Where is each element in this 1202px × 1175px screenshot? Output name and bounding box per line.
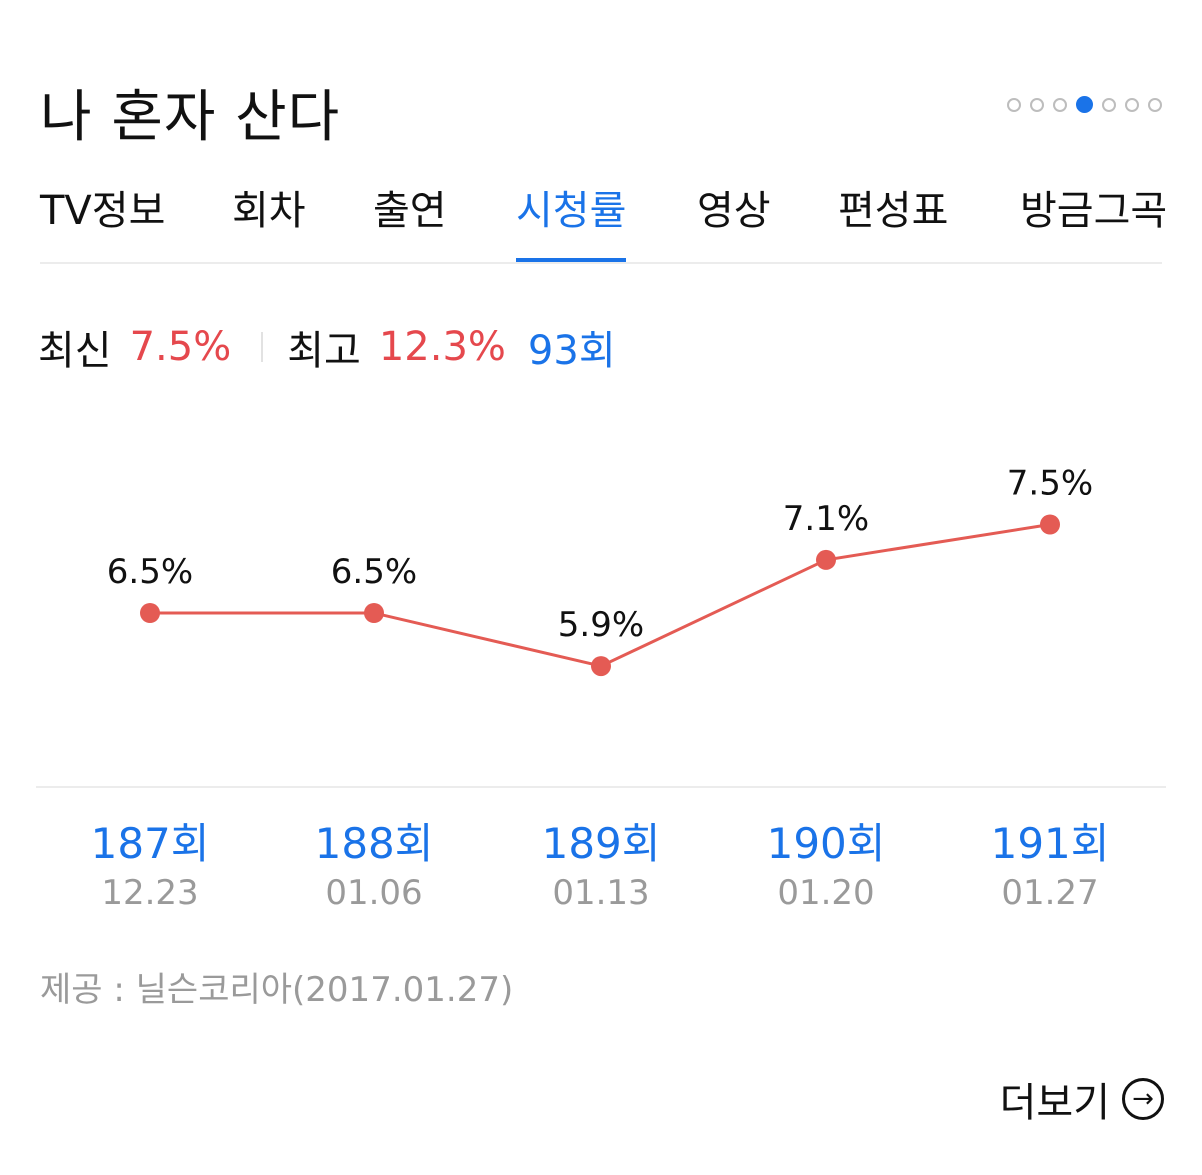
tab-divider <box>40 262 1162 264</box>
more-label: 더보기 <box>999 1080 1110 1126</box>
episode-number: 191회 <box>990 819 1110 868</box>
latest-label: 최신 <box>38 328 112 374</box>
rating-data-label: 6.5% <box>331 552 417 592</box>
rating-summary: 최신 7.5% 최고 12.3% 93회 <box>38 318 616 376</box>
page-dot[interactable] <box>1148 97 1162 112</box>
page-dot[interactable] <box>1053 97 1067 112</box>
episode-tick[interactable]: 187회 12.23 <box>50 810 250 913</box>
episode-date: 01.20 <box>777 873 875 913</box>
episode-date: 01.06 <box>325 873 423 913</box>
tab-bar: TV정보 회차 출연 시청률 영상 편성표 방금그곡 <box>0 178 1202 262</box>
latest-rating: 7.5% <box>129 324 232 370</box>
rating-point[interactable] <box>591 656 611 677</box>
episode-tick[interactable]: 188회 01.06 <box>274 810 474 913</box>
chart-baseline <box>36 786 1166 788</box>
episode-date: 12.23 <box>101 873 199 913</box>
episode-date: 01.13 <box>552 873 650 913</box>
episode-tick[interactable]: 189회 01.13 <box>501 810 701 913</box>
rating-data-label: 7.1% <box>783 499 869 539</box>
tab-schedule[interactable]: 편성표 <box>838 188 949 234</box>
tab-recent-song[interactable]: 방금그곡 <box>1020 188 1168 234</box>
arrow-right-circle-icon: → <box>1122 1078 1164 1120</box>
episode-date: 01.27 <box>1001 873 1099 913</box>
page-dot[interactable] <box>1102 97 1116 112</box>
tab-ratings[interactable]: 시청률 <box>516 178 627 262</box>
episode-tick[interactable]: 190회 01.20 <box>726 810 926 913</box>
program-title: 나 혼자 산다 <box>40 85 341 150</box>
more-button[interactable]: 더보기 → <box>1000 1070 1164 1128</box>
episode-tick[interactable]: 191회 01.27 <box>950 810 1150 913</box>
data-source-note: 제공 : 닐슨코리아(2017.01.27) <box>40 970 514 1010</box>
page-dot[interactable] <box>1030 97 1044 112</box>
page-dot-active[interactable] <box>1076 96 1093 113</box>
episode-number: 187회 <box>90 819 210 868</box>
page-dot[interactable] <box>1007 97 1021 112</box>
rating-data-label: 5.9% <box>558 605 644 645</box>
rating-point[interactable] <box>816 549 836 570</box>
episode-number: 190회 <box>766 819 886 868</box>
rating-point[interactable] <box>364 603 384 623</box>
summary-divider <box>261 332 264 362</box>
best-episode: 93회 <box>527 328 616 374</box>
tab-tv-info[interactable]: TV정보 <box>40 188 166 234</box>
page-indicator <box>1007 96 1162 113</box>
tab-cast[interactable]: 출연 <box>373 188 447 234</box>
best-label: 최고 <box>287 328 361 374</box>
best-rating: 12.3% <box>378 324 506 370</box>
rating-data-label: 7.5% <box>1007 464 1093 504</box>
rating-point[interactable] <box>140 603 160 623</box>
episode-number: 188회 <box>314 819 434 868</box>
ratings-line-chart: 6.5% 6.5% 5.9% 7.1% 7.5% <box>107 464 1093 677</box>
rating-data-label: 6.5% <box>107 552 193 592</box>
rating-point[interactable] <box>1040 514 1060 535</box>
episode-number: 189회 <box>541 819 661 868</box>
tab-videos[interactable]: 영상 <box>697 188 771 234</box>
page-dot[interactable] <box>1125 97 1139 112</box>
tab-episodes[interactable]: 회차 <box>232 188 306 234</box>
